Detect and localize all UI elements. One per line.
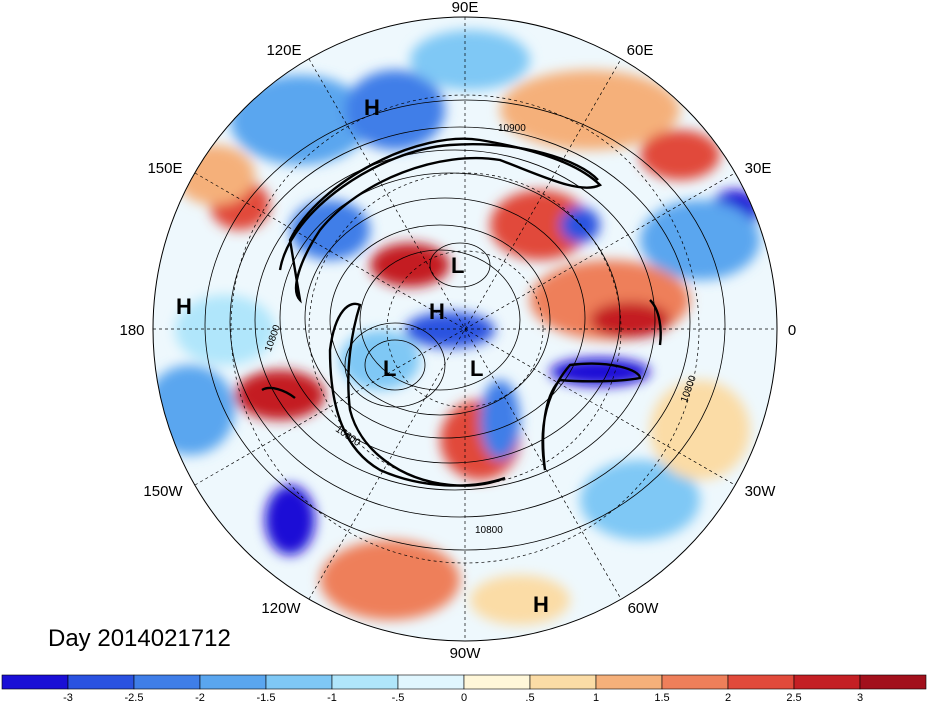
lon-label-30e: 30E: [745, 160, 772, 177]
colorbar-swatch: [793, 674, 861, 690]
colorbar-tick-label: 2.5: [786, 692, 801, 702]
colorbar-tick-label: 2: [725, 692, 731, 702]
polar-map-disk: 10900 10800 10800 10600 10800 H H L H L …: [153, 17, 777, 641]
colorbar-swatch: [661, 674, 729, 690]
lon-label-150w: 150W: [143, 483, 183, 500]
lon-label-120w: 120W: [261, 600, 301, 617]
colorbar-swatch: [1, 674, 69, 690]
colorbar-tick-label: -1.5: [257, 692, 276, 702]
height-contours: [204, 99, 726, 551]
lon-label-0: 0: [788, 322, 796, 339]
colorbar-swatch: [529, 674, 597, 690]
colorbar-swatch: [265, 674, 333, 690]
colorbar-tick-label: -2: [195, 692, 205, 702]
colorbar-tick-label: 1: [593, 692, 599, 702]
high-center-marker: H: [176, 294, 192, 319]
jet-contours: [261, 137, 662, 487]
colorbar-swatch: [859, 674, 927, 690]
longitude-labels: 90E 120E 60E 150E 30E 180 0 150W 30W 120…: [119, 0, 796, 662]
low-center-marker: L: [470, 356, 483, 381]
colorbar-swatch: [595, 674, 663, 690]
colorbar-tick-label: 1.5: [654, 692, 669, 702]
colorbar-tick-label: -1: [327, 692, 337, 702]
colorbar-tick-label: -3: [63, 692, 73, 702]
lon-label-180: 180: [119, 322, 144, 339]
lon-label-150e: 150E: [147, 160, 182, 177]
lon-label-60w: 60W: [628, 600, 660, 617]
lon-label-60e: 60E: [627, 42, 654, 59]
anomaly-shading: [153, 30, 760, 625]
colorbar-tick-label: 0: [461, 692, 467, 702]
colorbar: -3 -2.5 -2 -1.5 -1 -.5 0 .5 1 1.5 2 2.5 3: [1, 674, 927, 702]
pressure-centers: H H L H L L H: [176, 95, 549, 617]
colorbar-swatch: [199, 674, 267, 690]
high-center-marker: H: [533, 592, 549, 617]
lon-label-120e: 120E: [266, 42, 301, 59]
day-label: Day 2014021712: [48, 625, 231, 652]
high-center-marker: H: [429, 299, 445, 324]
graticule: [153, 17, 777, 641]
colorbar-tick-label: .5: [525, 692, 534, 702]
colorbar-swatch: [331, 674, 399, 690]
contour-label-10800-bottom: 10800: [475, 525, 503, 536]
colorbar-swatch: [133, 674, 201, 690]
colorbar-tick-label: -2.5: [125, 692, 144, 702]
low-center-marker: L: [451, 253, 464, 278]
lon-label-90e: 90E: [452, 0, 479, 16]
contour-label-10900-top: 10900: [498, 123, 526, 134]
lon-label-90w: 90W: [450, 645, 482, 662]
colorbar-swatch: [67, 674, 135, 690]
colorbar-swatch: [397, 674, 465, 690]
high-center-marker: H: [364, 95, 380, 120]
lon-label-30w: 30W: [745, 483, 777, 500]
colorbar-tick-label: 3: [857, 692, 863, 702]
map-border: [152, 16, 778, 642]
colorbar-swatch: [463, 674, 531, 690]
low-center-marker: L: [383, 356, 396, 381]
colorbar-swatch: [727, 674, 795, 690]
colorbar-tick-label: -.5: [392, 692, 405, 702]
